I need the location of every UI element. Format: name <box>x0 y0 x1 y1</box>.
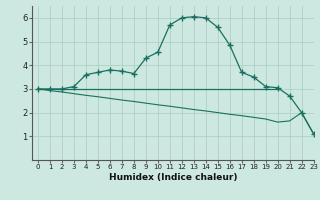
X-axis label: Humidex (Indice chaleur): Humidex (Indice chaleur) <box>108 173 237 182</box>
